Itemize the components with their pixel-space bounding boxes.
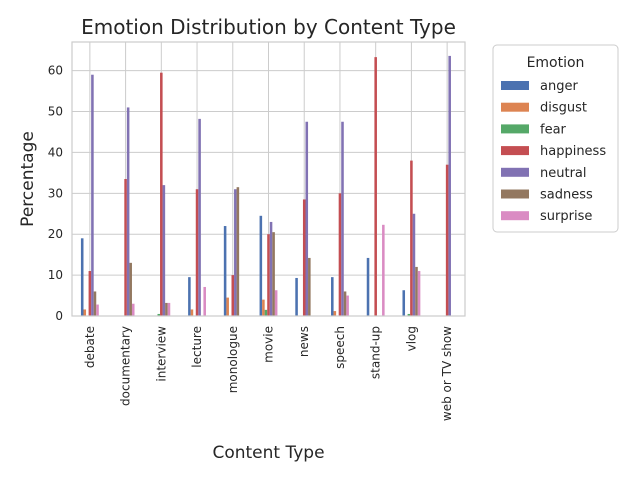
chart-title: Emotion Distribution by Content Type [81,15,456,39]
bar-surprise [346,295,349,316]
bar-disgust [226,297,229,316]
bar-happiness [88,271,92,316]
x-tick-label: stand-up [369,326,383,379]
bar-sadness [343,291,347,316]
legend-swatch-sadness [501,189,529,199]
bar-neutral [162,185,166,316]
bar-fear [264,309,268,316]
bar-happiness [410,160,413,316]
bar-disgust [190,309,194,316]
bar-anger [80,238,84,316]
bar-surprise [382,224,385,316]
bar-sadness [308,257,311,316]
x-tick-label: news [297,326,311,357]
bar-neutral [305,121,309,316]
y-tick-label: 30 [48,186,63,200]
bar-disgust [333,311,337,316]
bar-disgust [262,299,265,316]
bar-fear [157,313,161,316]
x-tick-labels: debate documentary interview lecture monolog… [83,326,454,421]
y-tick-label: 20 [48,227,63,241]
bar-surprise [417,271,421,316]
bar-surprise [131,303,135,316]
legend-label-happiness: happiness [540,144,606,159]
bar-sadness [415,266,418,316]
bar-neutral [448,55,451,316]
bar-happiness [160,72,163,317]
bar-neutral [412,213,416,316]
bar-neutral [126,107,130,317]
bar-disgust [83,309,87,316]
legend-swatch-surprise [501,211,529,221]
bar-anger [223,226,227,316]
bar-sadness [129,262,132,316]
bar-happiness [267,234,270,316]
bar-fear [407,313,411,316]
bar-happiness [124,179,127,316]
legend-swatch-fear [501,124,529,134]
bar-anger [259,215,263,316]
y-axis-label: Percentage [18,131,38,227]
plot-frame [71,41,466,317]
bar-anger [331,277,334,316]
legend-label-disgust: disgust [540,101,587,116]
bar-surprise [167,302,171,316]
bar-happiness [231,275,235,316]
legend-label-fear: fear [540,122,567,137]
bar-neutral [341,121,344,316]
x-tick-label: documentary [119,326,133,406]
y-tick-label: 0 [55,309,63,323]
legend-label-surprise: surprise [540,209,592,224]
bar-happiness [302,199,306,316]
legend: Emotion anger disgust fear happiness neutral… [492,44,619,233]
x-axis-label: Content Type [212,443,324,463]
bar-neutral [198,118,201,317]
bar-anger [366,257,370,316]
bar-neutral [234,189,237,316]
legend-label-neutral: neutral [540,166,587,181]
legend-swatch-anger [501,81,529,90]
x-tick-label: speech [333,326,347,369]
bars [80,55,451,317]
legend-label-sadness: sadness [540,188,593,203]
bar-sadness [236,187,240,316]
bar-happiness [195,189,199,316]
bar-anger [295,277,298,316]
x-tick-label: debate [83,326,97,368]
bar-sadness [272,232,275,316]
bar-neutral [91,74,94,316]
bar-anger [402,290,406,316]
bar-happiness [338,193,342,316]
legend-box [492,44,619,233]
x-tick-label: vlog [404,326,418,351]
y-tick-label: 60 [48,64,63,78]
bar-anger [188,277,191,316]
legend-items: anger disgust fear happiness neutral sadness s… [501,79,606,224]
bar-surprise [274,290,278,316]
x-tick-label: web or TV show [440,326,454,421]
y-tick-label: 40 [48,145,63,159]
bar-happiness [374,57,377,316]
legend-swatch-happiness [501,146,529,156]
y-tick-label: 10 [48,268,63,282]
bar-surprise [203,286,206,316]
bar-sadness [93,291,97,316]
x-tick-label: lecture [190,326,204,368]
bar-neutral [269,221,273,316]
x-tick-label: interview [154,326,168,382]
legend-title: Emotion [527,55,585,71]
legend-swatch-disgust [501,102,529,112]
bar-sadness [165,302,168,316]
x-tick-label: movie [262,326,276,363]
y-tick-labels: 0 10 20 30 40 50 60 [48,64,63,323]
y-tick-label: 50 [48,105,63,119]
bar-happiness [445,164,449,316]
legend-label-anger: anger [540,79,578,94]
bar-surprise [96,304,99,316]
x-tick-label: monologue [226,326,240,393]
legend-swatch-neutral [501,167,529,177]
